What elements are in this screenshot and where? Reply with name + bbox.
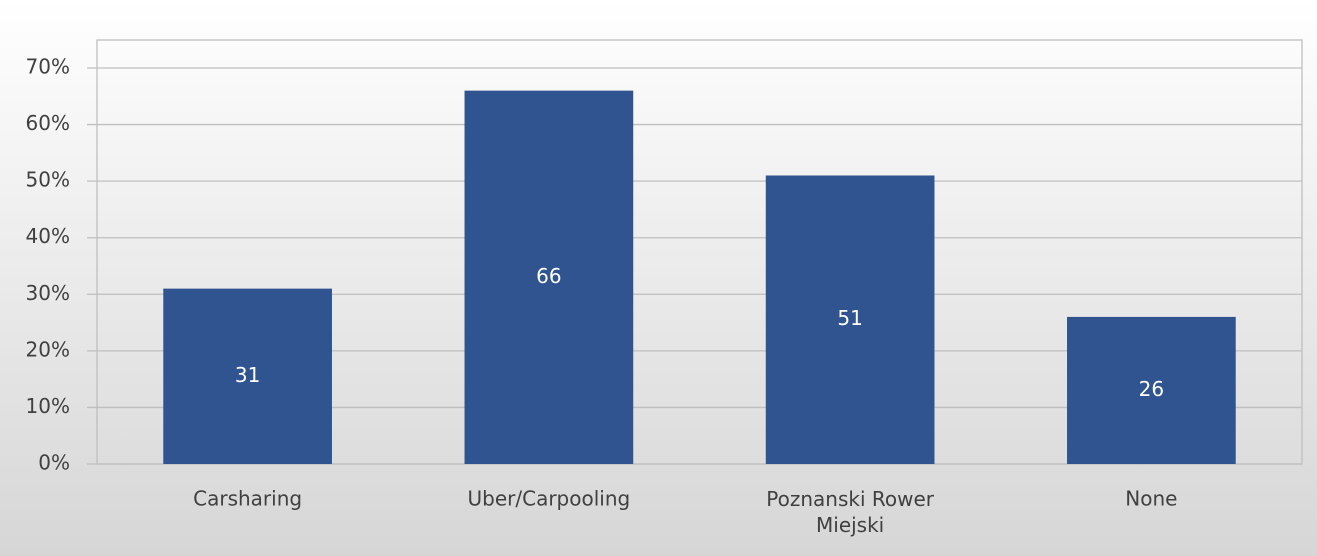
y-tick-label: 30% bbox=[26, 281, 70, 305]
y-tick-label: 20% bbox=[26, 337, 70, 361]
bar bbox=[163, 288, 332, 464]
y-tick-label: 50% bbox=[26, 168, 70, 192]
data-label: 26 bbox=[1139, 377, 1164, 401]
y-tick-label: 0% bbox=[38, 451, 70, 475]
y-tick-label: 70% bbox=[26, 55, 70, 79]
x-tick-label: None bbox=[1125, 487, 1177, 511]
bar bbox=[1067, 316, 1236, 464]
y-tick-label: 60% bbox=[26, 111, 70, 135]
data-label: 51 bbox=[837, 306, 862, 330]
x-tick-label: Carsharing bbox=[193, 487, 302, 511]
data-label: 66 bbox=[536, 264, 561, 288]
x-tick-label: Uber/Carpooling bbox=[468, 487, 631, 511]
bar bbox=[464, 90, 634, 464]
y-tick-label: 10% bbox=[26, 394, 70, 418]
y-tick-label: 40% bbox=[26, 224, 70, 248]
bar bbox=[765, 175, 935, 464]
data-label: 31 bbox=[235, 363, 260, 387]
x-tick-label: Poznanski Rower Miejski bbox=[766, 487, 935, 537]
